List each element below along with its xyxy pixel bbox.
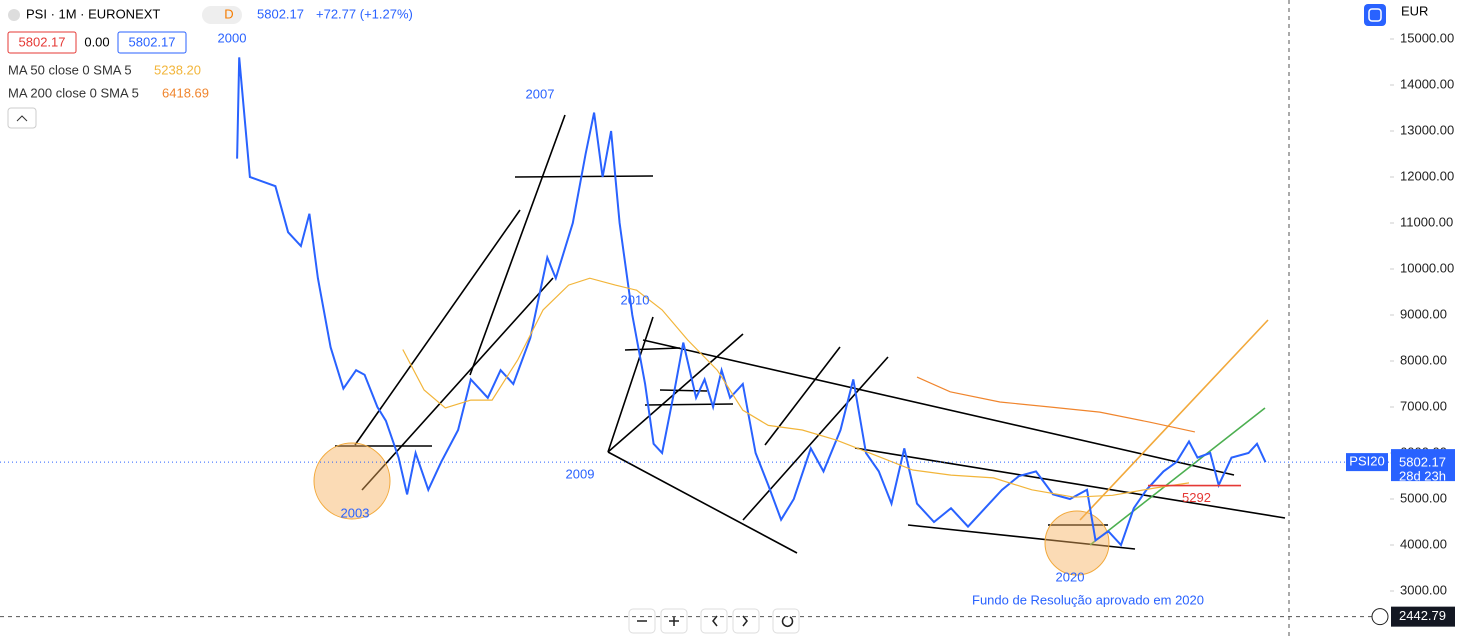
symbol-tag: PSI20 — [1349, 454, 1384, 469]
y-tick-label: 12000.00 — [1400, 168, 1454, 183]
collapse-button[interactable] — [7, 107, 37, 129]
last-price: 5802.17 — [257, 6, 304, 21]
annotation: 2020 — [1056, 569, 1085, 584]
badge: D — [224, 6, 233, 21]
annotation: 2010 — [621, 292, 650, 307]
y-tick-label: 7000.00 — [1400, 398, 1447, 413]
reset[interactable] — [772, 608, 800, 634]
y-tick-label: 14000.00 — [1400, 76, 1454, 91]
scroll-left[interactable] — [700, 608, 728, 634]
toolbar-icons — [637, 615, 794, 628]
y-tick-label: 10000.00 — [1400, 260, 1454, 275]
y-tick-label: 3000.00 — [1400, 582, 1447, 597]
collapse-icon — [16, 115, 28, 122]
change: +72.77 (+1.27%) — [316, 6, 413, 21]
spread: 0.00 — [84, 34, 109, 49]
indicator-value: 6418.69 — [162, 85, 209, 100]
price-line — [236, 57, 1267, 547]
crosshair-plus — [1371, 608, 1389, 626]
price-axis — [1390, 0, 1466, 636]
crosshair-tag-bg — [1391, 606, 1455, 627]
scroll-right[interactable] — [732, 608, 760, 634]
y-tick-label: 11000.00 — [1400, 214, 1453, 229]
zoom-toolbar — [628, 608, 800, 634]
settings-icon — [1368, 8, 1382, 22]
price-line — [916, 376, 1196, 433]
indicator-name: MA 200 close 0 SMA 5 — [8, 85, 139, 100]
indicator-name: MA 50 close 0 SMA 5 — [8, 62, 132, 77]
last-tag-bg — [1391, 449, 1455, 482]
ask: 5802.17 — [129, 34, 176, 49]
currency[interactable]: EUR — [1401, 3, 1428, 18]
annotation: 2007 — [526, 86, 555, 101]
ask-box[interactable] — [117, 31, 187, 54]
settings-button[interactable] — [1364, 4, 1386, 26]
y-tick-label: 15000.00 — [1400, 30, 1454, 45]
bid: 5802.17 — [19, 34, 66, 49]
indicator-value: 5238.20 — [154, 62, 201, 77]
level-label: 5292 — [1182, 490, 1211, 505]
annotation: Fundo de Resolução aprovado em 2020 — [972, 592, 1204, 607]
badge-bg — [202, 6, 242, 24]
annotation: 2000 — [218, 30, 247, 45]
symbol: PSI · 1M · EURONEXT — [26, 6, 160, 21]
y-tick-label: 13000.00 — [1400, 122, 1454, 137]
annotation: 2009 — [566, 466, 595, 481]
logo — [8, 9, 20, 21]
highlight-circle — [1044, 510, 1110, 576]
last-tag: 5802.17 — [1399, 455, 1446, 470]
price-line — [402, 277, 1190, 498]
y-tick-label: 9000.00 — [1400, 306, 1447, 321]
bid-box[interactable] — [7, 31, 77, 54]
annotation: 2003 — [341, 505, 370, 520]
symbol-tag-bg — [1346, 453, 1388, 472]
y-tick-label: 8000.00 — [1400, 352, 1447, 367]
trend-lines — [335, 114, 1286, 554]
y-tick-label: 4000.00 — [1400, 536, 1447, 551]
countdown: 28d 23h — [1399, 469, 1446, 484]
y-tick-label: 5000.00 — [1400, 490, 1447, 505]
crosshair-tag: 2442.79 — [1399, 608, 1446, 623]
